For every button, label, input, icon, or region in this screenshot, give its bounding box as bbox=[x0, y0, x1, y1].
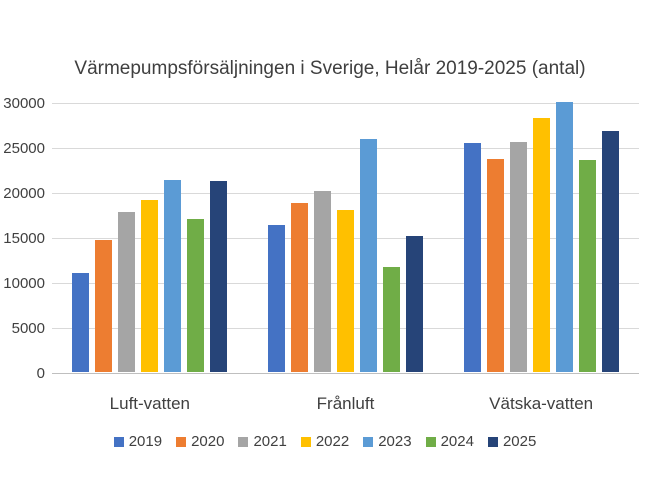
legend-item-2021: 2021 bbox=[238, 433, 287, 450]
legend-swatch-2021 bbox=[238, 436, 249, 447]
category-label: Vätska-vatten bbox=[489, 394, 594, 413]
bar-2019-luft-vatten bbox=[72, 273, 90, 372]
bar-2021-fr-nluft bbox=[313, 191, 331, 372]
bar-group-fr-nluft bbox=[248, 103, 444, 372]
bar-group-luft-vatten bbox=[52, 103, 248, 372]
y-axis-tick-label: 10000 bbox=[3, 275, 45, 292]
category-label: Luft-vatten bbox=[109, 394, 190, 413]
gridline bbox=[52, 193, 639, 194]
bar-2020-fr-nluft bbox=[290, 203, 308, 372]
bar-2023-luft-vatten bbox=[164, 180, 182, 372]
legend-item-2025: 2025 bbox=[487, 433, 537, 450]
bar-2021-v-tska-vatten bbox=[509, 142, 527, 372]
y-axis-tick-label: 20000 bbox=[3, 185, 45, 202]
legend-item-2024: 2024 bbox=[425, 433, 474, 450]
bar-2023-v-tska-vatten bbox=[555, 102, 573, 372]
plot-area bbox=[52, 102, 639, 374]
bar-2024-luft-vatten bbox=[187, 219, 205, 372]
bar-2022-luft-vatten bbox=[141, 200, 159, 372]
legend-item-2020: 2020 bbox=[176, 433, 224, 450]
legend-label: 2019 bbox=[128, 433, 163, 450]
gridline bbox=[52, 103, 639, 104]
y-axis-tick-label: 25000 bbox=[3, 140, 45, 157]
bar-2022-fr-nluft bbox=[336, 210, 354, 372]
legend-swatch-2022 bbox=[300, 436, 311, 447]
bar-2020-luft-vatten bbox=[95, 240, 113, 372]
bar-2021-luft-vatten bbox=[118, 212, 136, 372]
bar-2019-fr-nluft bbox=[267, 225, 285, 372]
legend-label: 2023 bbox=[378, 433, 412, 450]
bar-2025-fr-nluft bbox=[405, 236, 423, 372]
chart-title: Värmepumpsförsäljningen i Sverige, Helår… bbox=[74, 58, 586, 79]
y-axis-tick-label: 5000 bbox=[11, 320, 45, 337]
legend-item-2022: 2022 bbox=[300, 433, 350, 450]
legend-label: 2022 bbox=[315, 433, 350, 450]
legend-label: 2024 bbox=[440, 433, 474, 450]
x-axis-line bbox=[52, 373, 639, 374]
bar-2022-v-tska-vatten bbox=[532, 118, 550, 372]
bar-2023-fr-nluft bbox=[359, 139, 377, 372]
legend-swatch-2019 bbox=[113, 436, 124, 447]
bar-group-v-tska-vatten bbox=[443, 102, 639, 372]
bar-2024-v-tska-vatten bbox=[578, 160, 596, 372]
legend-swatch-2024 bbox=[425, 436, 436, 447]
gridline bbox=[52, 148, 639, 149]
legend-item-2023: 2023 bbox=[363, 433, 412, 450]
bar-2019-v-tska-vatten bbox=[463, 143, 481, 372]
legend-swatch-2020 bbox=[176, 436, 187, 447]
legend-swatch-2023 bbox=[363, 436, 374, 447]
bar-2024-fr-nluft bbox=[382, 267, 400, 372]
y-axis-tick-label: 15000 bbox=[3, 230, 45, 247]
legend-label: 2025 bbox=[502, 433, 537, 450]
legend-label: 2021 bbox=[253, 433, 287, 450]
legend: 2019 2020 2021 2022 2023 2024 2025 bbox=[0, 433, 650, 450]
bar-2020-v-tska-vatten bbox=[486, 159, 504, 372]
y-axis-tick-label: 30000 bbox=[3, 95, 45, 112]
y-axis-tick-label: 0 bbox=[36, 365, 45, 382]
category-label: Frånluft bbox=[316, 394, 375, 413]
legend-item-2019: 2019 bbox=[113, 433, 163, 450]
bar-2025-v-tska-vatten bbox=[601, 131, 619, 372]
bar-2025-luft-vatten bbox=[210, 181, 228, 372]
legend-swatch-2025 bbox=[487, 436, 498, 447]
legend-label: 2020 bbox=[191, 433, 225, 450]
